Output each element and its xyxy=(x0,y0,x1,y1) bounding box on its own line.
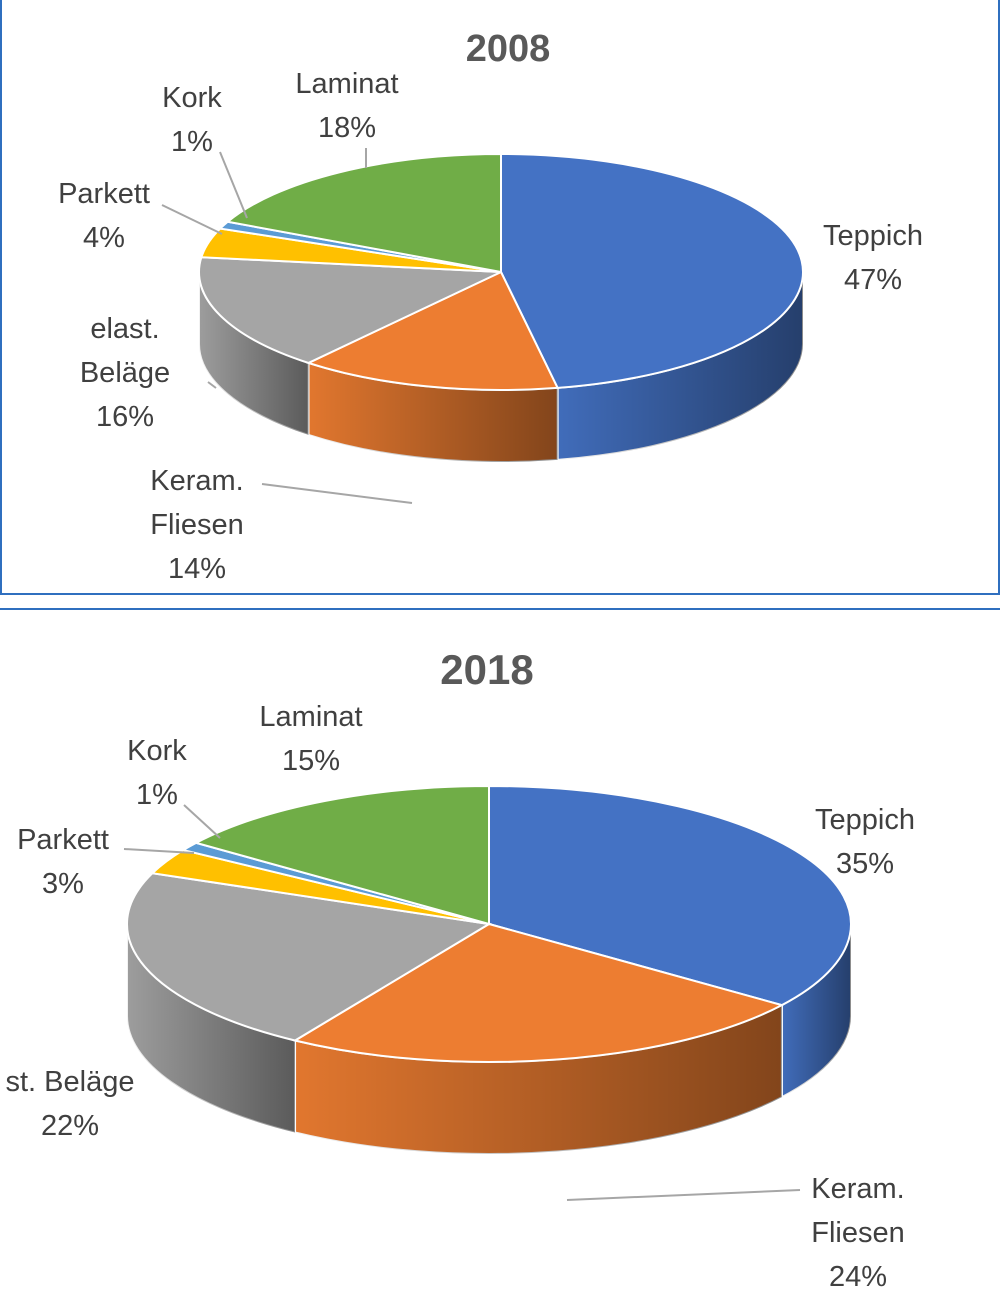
pie-slice-keram-fliesen xyxy=(305,270,560,391)
leader-line-keram-fliesen xyxy=(261,483,413,504)
pie-slice-laminat xyxy=(193,784,490,926)
data-label-elast-beläge: Beläge xyxy=(80,357,170,389)
data-label-value-elast-beläge: 16% xyxy=(96,401,154,433)
data-label-parkett: Parkett xyxy=(58,178,150,210)
pie-side-shade-keram-fliesen xyxy=(295,1005,782,1155)
data-label-teppich: Teppich xyxy=(823,220,923,252)
leader-line-kork xyxy=(219,151,248,219)
data-label-value-st-beläge: 22% xyxy=(41,1110,99,1142)
chart-title-2008: 2008 xyxy=(466,28,551,70)
pie-slice-teppich xyxy=(488,784,852,1007)
data-label-value-keram-fliesen: 24% xyxy=(829,1261,887,1293)
data-label-keram-fliesen: Keram. xyxy=(150,465,243,497)
data-label-keram-fliesen: Fliesen xyxy=(150,509,244,541)
data-label-laminat: Laminat xyxy=(295,68,398,100)
pie-side-shade-st-beläge xyxy=(127,924,296,1133)
pie-side-shade-elast-beläge xyxy=(199,272,309,435)
pie-side-shade-keram-fliesen xyxy=(308,362,558,462)
data-label-value-kork: 1% xyxy=(171,126,213,158)
data-label-elast-beläge: elast. xyxy=(90,313,159,345)
data-label-st-beläge: st. Beläge xyxy=(6,1066,135,1098)
pie-chart-2018: 2018 Teppich 35% Keram. Fliesen 24% st. Beläg… xyxy=(6,646,915,1293)
data-label-value-laminat: 15% xyxy=(282,745,340,777)
data-label-laminat: Laminat xyxy=(259,701,362,733)
leader-line-parkett xyxy=(123,848,195,854)
chart-panel-2018 xyxy=(0,608,1000,1298)
data-label-value-laminat: 18% xyxy=(318,112,376,144)
leader-line-parkett xyxy=(161,204,223,235)
data-label-value-teppich: 47% xyxy=(844,264,902,296)
pie-chart-2008: 2008 Teppich 47% Keram. Fliesen 14% elast. Bel… xyxy=(58,28,923,585)
data-label-value-keram-fliesen: 14% xyxy=(168,553,226,585)
pie-slice-laminat xyxy=(225,152,502,274)
data-label-teppich: Teppich xyxy=(815,804,915,836)
leader-line-elast-beläge xyxy=(207,381,217,389)
data-label-kork: Kork xyxy=(162,82,222,114)
data-label-parkett: Parkett xyxy=(17,824,109,856)
pie-slice-st-beläge xyxy=(126,872,492,1042)
data-label-value-parkett: 4% xyxy=(83,222,125,254)
data-label-value-parkett: 3% xyxy=(42,868,84,900)
pie-slice-keram-fliesen xyxy=(292,922,785,1063)
pie-slice-elast-beläge xyxy=(198,256,502,364)
chart-panel-2008 xyxy=(0,0,1000,595)
pie-side-shade-teppich xyxy=(557,272,803,460)
data-label-value-teppich: 35% xyxy=(836,848,894,880)
leader-line-kork xyxy=(183,804,221,839)
chart-title-2018: 2018 xyxy=(440,646,533,693)
data-label-keram-fliesen: Fliesen xyxy=(811,1217,905,1249)
data-label-kork: Kork xyxy=(127,735,187,767)
pie-slice-teppich xyxy=(500,152,804,389)
leader-line-keram-fliesen xyxy=(566,1189,801,1201)
data-label-value-kork: 1% xyxy=(136,779,178,811)
data-label-keram-fliesen: Keram. xyxy=(811,1173,904,1205)
